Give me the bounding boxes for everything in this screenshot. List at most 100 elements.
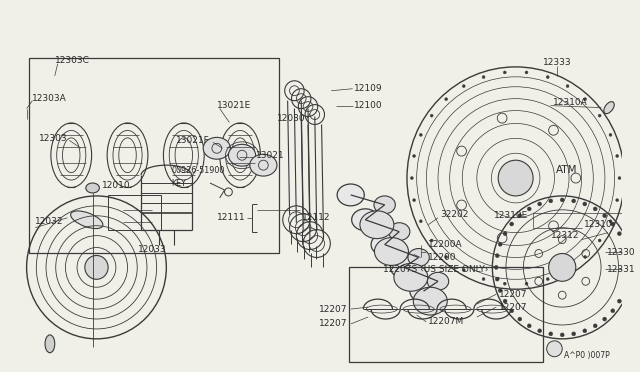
- Circle shape: [572, 199, 575, 203]
- Text: 13021E: 13021E: [217, 101, 251, 110]
- Text: 12030: 12030: [276, 114, 305, 123]
- Circle shape: [503, 232, 507, 235]
- Ellipse shape: [627, 238, 640, 276]
- Circle shape: [549, 199, 553, 203]
- Circle shape: [618, 177, 621, 180]
- Circle shape: [419, 134, 422, 137]
- Ellipse shape: [394, 263, 428, 291]
- Text: 12310A: 12310A: [552, 98, 588, 107]
- Circle shape: [503, 299, 507, 303]
- Ellipse shape: [70, 211, 103, 228]
- Ellipse shape: [228, 144, 255, 166]
- Circle shape: [603, 214, 607, 218]
- Text: 32202: 32202: [440, 210, 468, 219]
- Text: 00926-51900: 00926-51900: [171, 166, 225, 174]
- Circle shape: [525, 71, 528, 74]
- Circle shape: [593, 207, 597, 211]
- Circle shape: [413, 154, 415, 157]
- Text: 12207: 12207: [499, 302, 527, 312]
- Text: 12200: 12200: [428, 253, 457, 262]
- Circle shape: [538, 202, 541, 206]
- Circle shape: [495, 254, 499, 258]
- Circle shape: [482, 278, 485, 280]
- Circle shape: [566, 269, 569, 272]
- Circle shape: [410, 177, 413, 180]
- Circle shape: [616, 154, 619, 157]
- Circle shape: [549, 332, 553, 336]
- Ellipse shape: [337, 184, 364, 206]
- Ellipse shape: [86, 183, 99, 193]
- Circle shape: [609, 220, 612, 223]
- Circle shape: [462, 84, 465, 87]
- Circle shape: [611, 309, 614, 313]
- Circle shape: [494, 265, 498, 269]
- Circle shape: [499, 242, 502, 246]
- Circle shape: [622, 289, 626, 292]
- Ellipse shape: [413, 287, 447, 315]
- Text: 12207: 12207: [319, 320, 348, 328]
- Text: A^P0 )007P: A^P0 )007P: [564, 351, 610, 360]
- Circle shape: [560, 333, 564, 337]
- Text: 12330: 12330: [607, 248, 636, 257]
- Text: 12207M: 12207M: [428, 317, 465, 327]
- Circle shape: [85, 256, 108, 279]
- Text: KEY: KEY: [171, 179, 186, 187]
- Circle shape: [584, 97, 587, 100]
- Circle shape: [503, 282, 506, 285]
- Circle shape: [503, 71, 506, 74]
- Ellipse shape: [410, 280, 437, 302]
- Circle shape: [611, 222, 614, 226]
- Ellipse shape: [371, 234, 398, 256]
- Circle shape: [495, 277, 499, 281]
- Ellipse shape: [604, 102, 614, 113]
- Circle shape: [622, 242, 626, 246]
- Text: 12207: 12207: [319, 305, 348, 314]
- Circle shape: [548, 253, 576, 281]
- Text: 12310E: 12310E: [494, 211, 528, 220]
- Bar: [108, 195, 161, 230]
- Text: 12303C: 12303C: [55, 57, 90, 65]
- Circle shape: [525, 282, 528, 285]
- Circle shape: [609, 134, 612, 137]
- Ellipse shape: [388, 223, 410, 241]
- Circle shape: [625, 277, 629, 281]
- Circle shape: [560, 198, 564, 202]
- Text: 12303A: 12303A: [33, 94, 67, 103]
- Circle shape: [618, 232, 621, 235]
- Circle shape: [583, 202, 587, 206]
- Circle shape: [498, 160, 533, 196]
- Text: 12331: 12331: [607, 265, 636, 274]
- Ellipse shape: [408, 248, 429, 266]
- Ellipse shape: [390, 256, 418, 278]
- Circle shape: [527, 207, 531, 211]
- Ellipse shape: [360, 211, 394, 238]
- Text: 13021F: 13021F: [176, 136, 210, 145]
- Text: 12303: 12303: [39, 134, 67, 143]
- Text: 12207S ‹US SIZE ONLY›: 12207S ‹US SIZE ONLY›: [383, 265, 489, 274]
- Circle shape: [430, 239, 433, 242]
- Circle shape: [445, 256, 447, 259]
- Circle shape: [509, 309, 514, 313]
- Circle shape: [572, 332, 575, 336]
- Circle shape: [462, 269, 465, 272]
- Bar: [349, 267, 543, 362]
- Text: 12310: 12310: [584, 220, 612, 229]
- Circle shape: [527, 324, 531, 328]
- Circle shape: [547, 76, 549, 78]
- Circle shape: [445, 97, 447, 100]
- Circle shape: [419, 220, 422, 223]
- Text: 12312: 12312: [550, 231, 579, 240]
- Circle shape: [598, 239, 601, 242]
- Circle shape: [598, 114, 601, 117]
- Text: 12109: 12109: [354, 84, 382, 93]
- Text: 12033: 12033: [138, 245, 166, 254]
- Bar: [29, 58, 279, 253]
- Text: 12333: 12333: [543, 58, 572, 67]
- Ellipse shape: [204, 137, 230, 159]
- Text: 12200A: 12200A: [428, 240, 463, 249]
- Circle shape: [538, 329, 541, 333]
- Circle shape: [625, 254, 629, 258]
- Circle shape: [547, 341, 562, 357]
- Circle shape: [430, 114, 433, 117]
- Text: 13021: 13021: [255, 151, 284, 160]
